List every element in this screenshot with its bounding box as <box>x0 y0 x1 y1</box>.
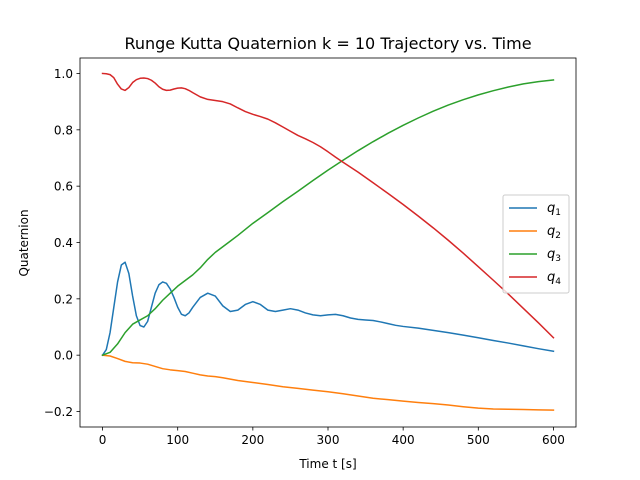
x-tick-label: 300 <box>317 433 340 447</box>
x-tick-label: 200 <box>241 433 264 447</box>
y-tick-label: 0.8 <box>54 123 73 137</box>
y-tick-label: 0.4 <box>54 236 73 250</box>
y-tick-label: 0.6 <box>54 180 73 194</box>
plot-area: 0 100 200 300 400 500 600 −0.2 0.0 0.2 0.4 0.6 0.8 1.… <box>44 57 577 447</box>
series-line-q1 <box>101 261 555 357</box>
chart-title: Runge Kutta Quaternion k = 10 Trajectory… <box>124 34 531 53</box>
x-tick-label: 500 <box>467 433 490 447</box>
legend-label-q4: q4 <box>547 270 561 287</box>
y-tick-label: −0.2 <box>44 405 73 419</box>
y-tick-label: 0.0 <box>54 349 73 363</box>
series-line-q4 <box>101 72 555 339</box>
x-tick-label: 400 <box>392 433 415 447</box>
x-tick-label: 100 <box>166 433 189 447</box>
x-axis-label: Time t [s] <box>298 457 356 471</box>
legend-label-q3: q3 <box>547 247 561 264</box>
y-axis-label: Quaternion <box>17 209 31 276</box>
x-tick-label: 0 <box>99 433 107 447</box>
y-tick-label: 1.0 <box>54 67 73 81</box>
x-tick-label: 600 <box>542 433 565 447</box>
series-line-q2 <box>101 354 555 411</box>
legend-label-q1: q1 <box>547 201 561 218</box>
series-line-q3 <box>101 79 555 357</box>
y-tick-label: 0.2 <box>54 292 73 306</box>
legend: q1 q2 q3 q4 <box>502 194 570 294</box>
legend-label-q2: q2 <box>547 224 561 241</box>
legend-box <box>502 194 570 294</box>
